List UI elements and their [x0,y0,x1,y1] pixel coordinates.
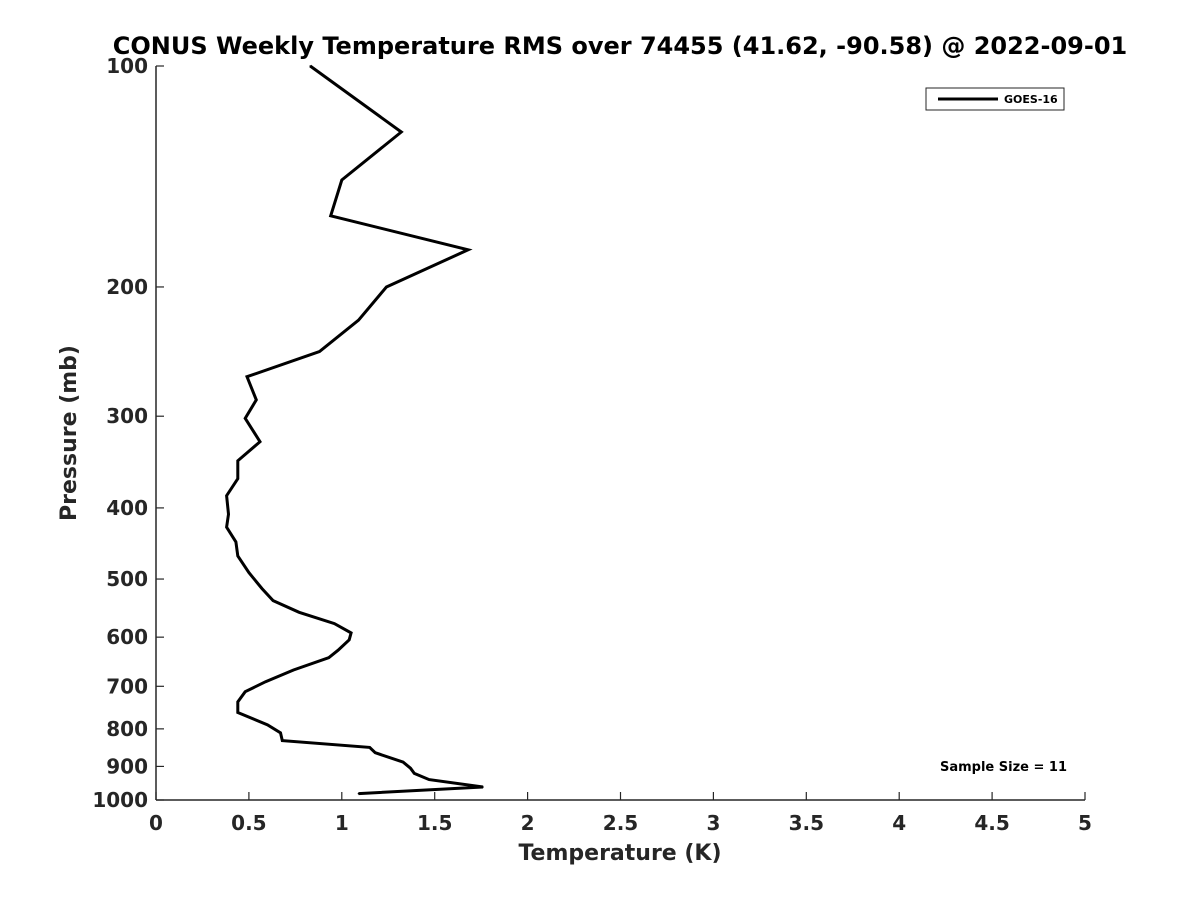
data-point [357,319,360,322]
data-point [467,249,469,251]
data-point [350,632,352,634]
legend: GOES-16 [925,87,1065,111]
data-point [298,611,300,614]
sample-size-annotation: Sample Size = 11 [940,760,1067,775]
data-point [255,399,258,401]
data-point [357,792,360,795]
y-tick-label: 500 [106,567,148,591]
y-ticks: 100 200 300 400 500 600 700 800 900 1000 [92,54,164,812]
data-point [248,571,250,574]
y-tick-label: 700 [106,674,148,698]
x-ticks: 0 0.5 1 1.5 2 2.5 3 3.5 4 4.5 5 [149,792,1092,835]
data-point [246,375,248,378]
y-tick-label: 900 [106,754,148,778]
data-point [292,669,295,671]
data-point [281,739,284,742]
data-point [309,65,312,67]
data-point [261,587,263,590]
x-tick-label: 5 [1078,811,1092,835]
x-tick-label: 3.5 [789,811,824,835]
data-point [266,724,269,726]
data-point [333,622,336,625]
y-tick-label: 300 [106,404,148,428]
data-point [237,477,239,480]
data-point [264,680,267,683]
data-point [279,732,282,734]
data-point [341,179,343,181]
x-tick-label: 4.5 [974,811,1009,835]
data-point [244,690,246,693]
data-point [329,215,332,217]
x-tick-label: 2 [521,811,535,835]
y-tick-label: 800 [106,717,148,741]
data-point [400,131,403,133]
data-point [244,417,246,420]
series-layer [225,64,484,796]
data-point [337,649,339,651]
legend-label-goes-16: GOES-16 [1004,93,1058,106]
data-point [237,555,239,557]
y-axis-label: Pressure (mb) [57,345,82,521]
y-tick-label: 200 [106,275,148,299]
chart-title: CONUS Weekly Temperature RMS over 74455 … [113,32,1127,60]
data-point [374,751,377,754]
data-point [227,513,230,515]
data-point [428,778,430,781]
series-line-goes-16 [225,64,484,796]
data-point [272,599,274,602]
data-point [348,639,351,641]
data-point [259,440,261,443]
data-point [413,772,416,775]
x-tick-label: 1 [335,811,349,835]
y-tick-label: 400 [106,496,148,520]
data-point [368,746,371,749]
data-point [328,656,330,659]
data-point [318,350,321,353]
data-point [235,541,237,543]
y-tick-label: 1000 [92,788,148,812]
x-axis-label: Temperature (K) [518,841,721,866]
data-point [482,786,484,788]
x-tick-label: 3 [706,811,720,835]
data-point [385,286,388,288]
data-point [225,526,228,528]
data-point [402,761,404,763]
x-tick-label: 0 [149,811,163,835]
plot-axes [155,66,1085,801]
x-tick-label: 1.5 [417,811,452,835]
data-point [237,701,239,703]
x-tick-label: 0.5 [231,811,266,835]
data-point [225,494,228,497]
x-tick-label: 4 [892,811,906,835]
data-point [409,767,412,769]
x-tick-label: 2.5 [603,811,638,835]
y-tick-label: 600 [106,625,148,649]
y-tick-label: 100 [106,54,148,78]
data-point [237,711,239,714]
data-point [237,460,239,462]
